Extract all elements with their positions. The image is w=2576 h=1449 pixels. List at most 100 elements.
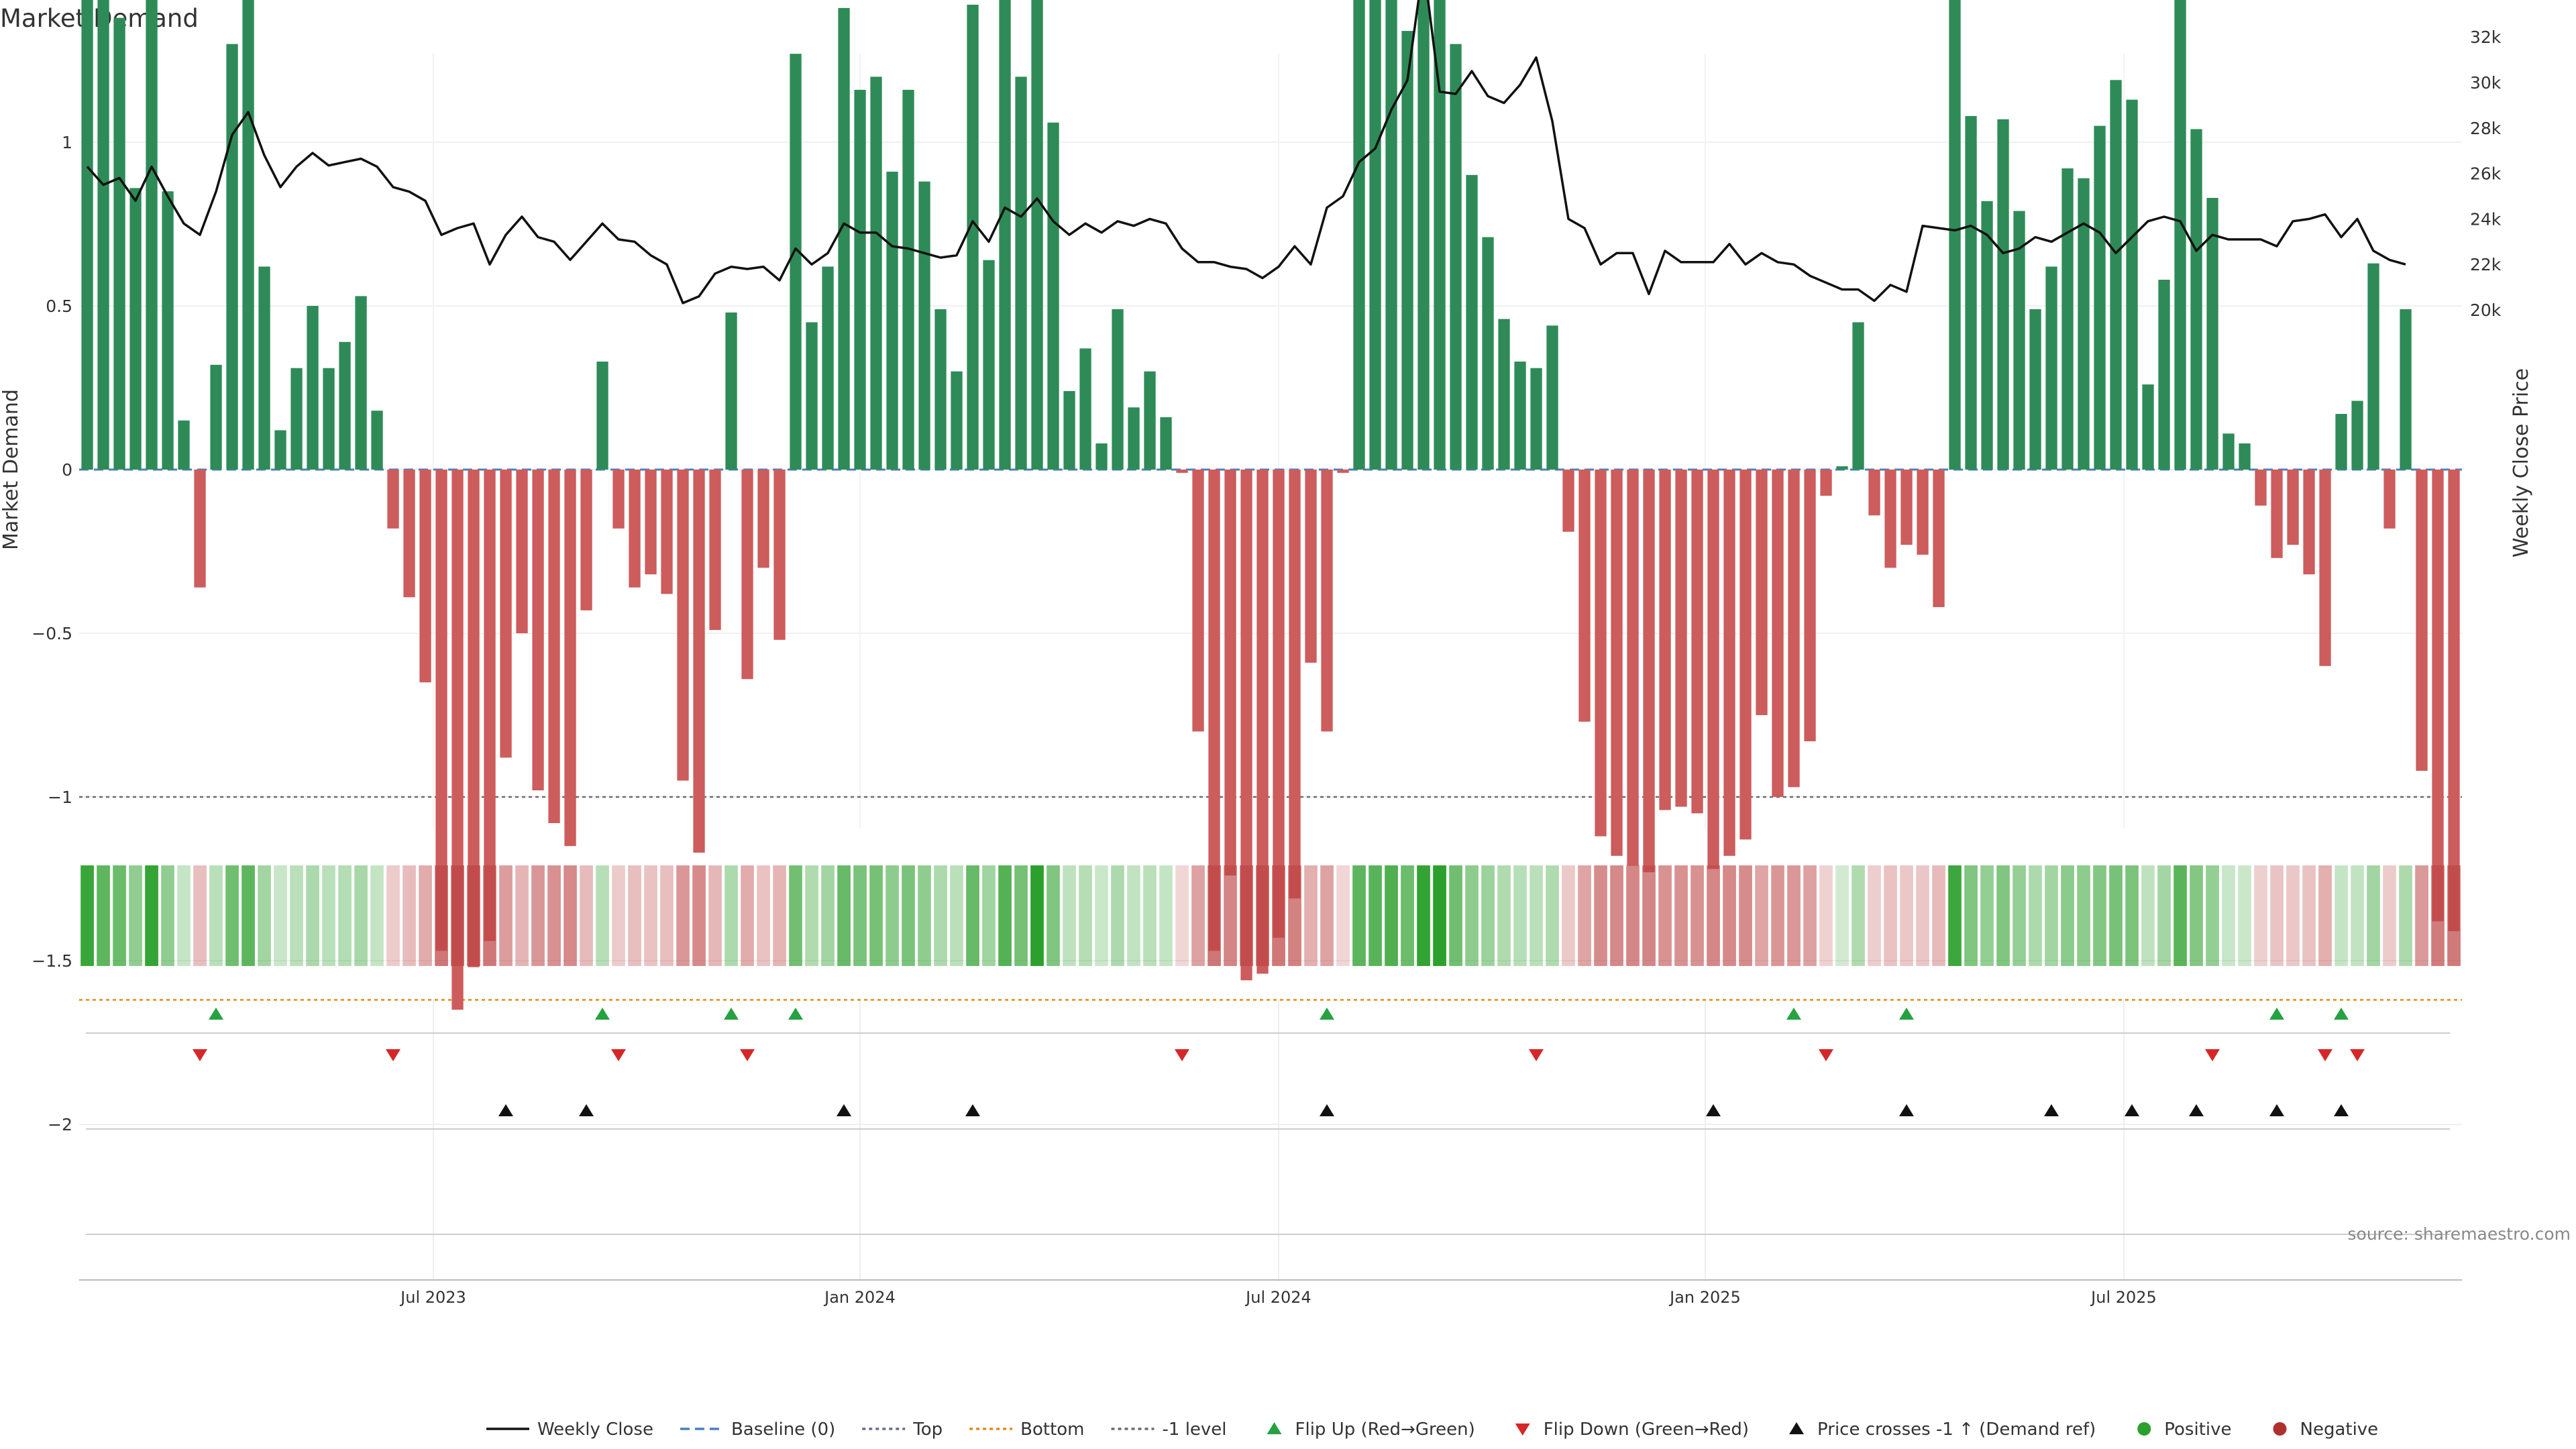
demand-bar (290, 368, 303, 470)
strip-cell (2190, 865, 2203, 966)
strip-cell (1079, 865, 1092, 966)
demand-bar (2045, 266, 2057, 470)
demand-bar (596, 362, 608, 470)
price-cross-marker (2269, 1104, 2284, 1116)
y-tick-label: −1 (48, 788, 72, 807)
strip-cell (564, 865, 577, 966)
demand-bar (468, 470, 480, 967)
demand-bar (983, 260, 995, 470)
demand-bar (1627, 470, 1639, 866)
strip-cell (708, 865, 722, 966)
strip-cell (1707, 865, 1720, 966)
strip-cell (1240, 865, 1253, 966)
price-cross-marker (2189, 1104, 2204, 1116)
strip-cell (1481, 865, 1495, 966)
strip-cell (1900, 865, 1913, 966)
demand-bar (1997, 119, 2009, 470)
demand-bar (2174, 0, 2186, 470)
strip-cell (1368, 865, 1382, 966)
strip-cell (1014, 865, 1028, 966)
demand-bar (806, 322, 818, 470)
strip-cell (580, 865, 593, 966)
strip-cell (596, 865, 609, 966)
strip-cell (1224, 865, 1237, 966)
demand-bar (2013, 211, 2025, 470)
flip-down-marker (740, 1049, 755, 1061)
demand-bar (194, 470, 206, 588)
demand-bar (1546, 325, 1558, 470)
legend-label: -1 level (1163, 1419, 1227, 1440)
demand-bar (435, 470, 447, 951)
strip-cell (1304, 865, 1318, 966)
strip-cell (1465, 865, 1479, 966)
strip-cell (2157, 865, 2171, 966)
strip-cell (1562, 865, 1575, 966)
strip-cell (1046, 865, 1060, 966)
y2-tick-label: 26k (2470, 164, 2502, 184)
strip-cell (1546, 865, 1559, 966)
demand-bar (355, 296, 367, 470)
demand-bar (2142, 384, 2154, 470)
strip-cell (692, 865, 706, 966)
strip-cell (306, 865, 319, 966)
demand-bar (1820, 470, 1832, 496)
demand-bar (1498, 319, 1510, 470)
demand-bar (1224, 470, 1236, 876)
demand-bar (323, 368, 335, 470)
demand-bar (2271, 470, 2283, 558)
demand-bar (1917, 470, 1929, 555)
demand-bar (2303, 470, 2315, 575)
strip-cell (757, 865, 770, 966)
legend-item: Weekly Close (486, 1419, 653, 1440)
strip-cell (274, 865, 287, 966)
strip-cell (1111, 865, 1124, 966)
y-tick-label: 0 (62, 460, 72, 480)
price-cross-marker (498, 1104, 513, 1116)
y2-tick-label: 30k (2470, 73, 2502, 93)
strip-cell (113, 865, 126, 966)
demand-bar (307, 306, 319, 470)
strip-cell (1191, 865, 1205, 966)
legend-item: -1 level (1111, 1419, 1227, 1440)
y-axis-label: Market Demand (0, 389, 23, 550)
demand-bar (1353, 0, 1365, 470)
y2-tick-label: 32k (2470, 28, 2502, 47)
demand-bar (1176, 470, 1188, 473)
demand-bar (2416, 470, 2428, 771)
demand-bar (1031, 0, 1043, 470)
strip-cell (435, 865, 448, 966)
demand-bar (1659, 470, 1671, 810)
y-tick-label: 1 (62, 133, 72, 152)
y2-tick-label: 34k (2470, 0, 2502, 1)
demand-bar (339, 341, 351, 470)
demand-bar (1095, 443, 1108, 470)
legend-swatch (1267, 1422, 1282, 1434)
strip-cell (1771, 865, 1784, 966)
strip-cell (773, 865, 786, 966)
demand-bar (645, 470, 657, 575)
flip-up-marker (1320, 1008, 1334, 1020)
strip-cell (1127, 865, 1140, 966)
strip-cell (1272, 865, 1285, 966)
demand-bar (1385, 0, 1397, 470)
flip-up-marker (788, 1008, 803, 1020)
strip-cell (1819, 865, 1833, 966)
strip-cell (660, 865, 674, 966)
demand-bar (838, 7, 850, 470)
demand-bar (2110, 80, 2122, 470)
strip-cell (1996, 865, 2010, 966)
strip-cell (2174, 865, 2187, 966)
y2-tick-label: 28k (2470, 119, 2502, 138)
demand-bar (1900, 470, 1913, 545)
flip-up-marker (1786, 1008, 1801, 1020)
flip-down-marker (1819, 1049, 1833, 1061)
legend-label: Top (912, 1419, 943, 1440)
strip-cell (1288, 865, 1301, 966)
demand-bar (1868, 470, 1880, 516)
strip-cell (1401, 865, 1414, 966)
y2-tick-label: 22k (2470, 255, 2502, 274)
strip-cell (2415, 865, 2428, 966)
strip-cell (1964, 865, 1978, 966)
flip-down-marker (2205, 1049, 2220, 1061)
demand-bar (162, 191, 174, 470)
